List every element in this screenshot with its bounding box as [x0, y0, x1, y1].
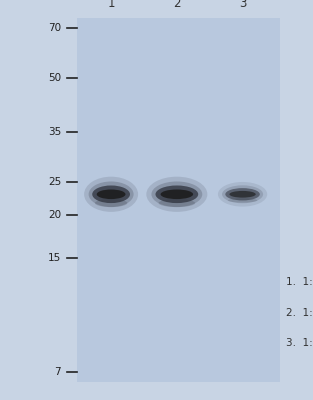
- Ellipse shape: [95, 199, 127, 207]
- Text: 3: 3: [239, 0, 246, 10]
- Ellipse shape: [146, 177, 207, 212]
- Text: 1.  1:500: 1. 1:500: [286, 277, 313, 287]
- Ellipse shape: [92, 186, 130, 203]
- Ellipse shape: [228, 198, 257, 202]
- Ellipse shape: [225, 188, 260, 200]
- Text: 1: 1: [107, 0, 115, 10]
- Text: 15: 15: [48, 253, 61, 263]
- Ellipse shape: [89, 182, 134, 207]
- Ellipse shape: [218, 182, 267, 206]
- Text: 50: 50: [48, 73, 61, 83]
- Text: 70: 70: [48, 23, 61, 33]
- Ellipse shape: [151, 182, 202, 207]
- Text: 2.  1:1000: 2. 1:1000: [286, 308, 313, 318]
- Text: 35: 35: [48, 126, 61, 136]
- Ellipse shape: [161, 190, 193, 199]
- Ellipse shape: [156, 186, 198, 203]
- Bar: [77, 18, 280, 382]
- Ellipse shape: [158, 199, 195, 207]
- Text: 7: 7: [54, 367, 61, 377]
- Text: 25: 25: [48, 177, 61, 187]
- Text: 3.  1:5000: 3. 1:5000: [286, 338, 313, 348]
- Ellipse shape: [229, 191, 256, 198]
- Ellipse shape: [84, 177, 138, 212]
- Text: 20: 20: [48, 210, 61, 220]
- Ellipse shape: [222, 185, 263, 203]
- Text: 2: 2: [173, 0, 181, 10]
- Ellipse shape: [97, 190, 126, 199]
